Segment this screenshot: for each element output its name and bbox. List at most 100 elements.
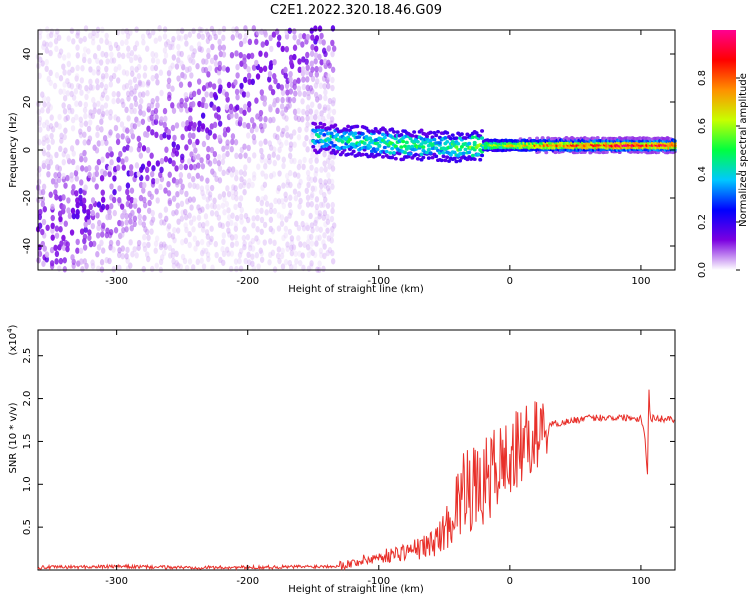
- spectrogram-cell: [436, 129, 441, 134]
- spectrogram-cell: [254, 59, 259, 67]
- spectrogram-cell: [65, 241, 70, 248]
- spectrogram-cell: [346, 124, 351, 129]
- spectrogram-cell: [103, 88, 108, 95]
- spectrogram-cell: [195, 172, 201, 179]
- spectrogram-cell: [283, 258, 289, 266]
- spectrogram-cell: [41, 121, 47, 129]
- spectrogram-cell: [79, 258, 84, 265]
- spectrogram-cell: [313, 113, 318, 121]
- spectrogram-cell: [309, 201, 314, 208]
- spectrogram-cell: [329, 237, 334, 244]
- spectrogram-cell: [187, 81, 192, 88]
- spectrogram-cell: [42, 149, 47, 157]
- spectrogram-cell: [288, 133, 294, 140]
- spectrogram-cell: [191, 58, 196, 65]
- spectrogram-cell: [200, 226, 206, 233]
- spectrogram-cell: [129, 170, 134, 177]
- spectrogram-cell: [288, 263, 294, 271]
- spectrogram-cell: [281, 162, 286, 170]
- spectrogram-cell: [312, 185, 318, 192]
- spectrogram-cell: [155, 102, 160, 109]
- spectrogram-cell: [81, 203, 87, 211]
- spectrogram-cell: [192, 163, 198, 171]
- spectrogram-cell: [408, 136, 413, 141]
- spectrogram-cell: [191, 27, 196, 35]
- spectrogram-cell: [311, 144, 316, 149]
- spectrogram-cell: [330, 84, 335, 92]
- spectrogram-cell: [268, 202, 274, 209]
- spectrogram-cell: [445, 131, 450, 135]
- spectrogram-cell: [319, 59, 324, 66]
- spectrogram-cell: [170, 124, 176, 132]
- spectrogram-cell: [310, 152, 315, 159]
- spectrogram-cell: [199, 157, 204, 164]
- spectrogram-cell: [314, 235, 320, 242]
- spectrogram-cell: [63, 127, 68, 134]
- colorbar-tick: 0.4: [697, 166, 740, 182]
- spectrogram-cell: [128, 164, 134, 171]
- spectrogram-cell: [153, 64, 159, 72]
- spectrogram-cell: [115, 239, 121, 247]
- spectrogram-cell: [163, 243, 168, 251]
- spectrogram-cell: [100, 231, 105, 238]
- spectrogram-cell: [229, 146, 234, 153]
- spectrogram-cell: [105, 152, 110, 159]
- spectrogram-cell: [242, 109, 247, 116]
- spectrogram-cell: [321, 39, 326, 46]
- spectrogram-cell: [288, 88, 294, 95]
- spectrogram-cell: [318, 66, 323, 73]
- spectrogram-cell: [196, 204, 201, 211]
- spectrogram-cell: [260, 41, 265, 48]
- spectrogram-cell: [149, 228, 154, 235]
- spectrogram-cell: [125, 90, 131, 97]
- spectrogram-cell: [293, 194, 299, 202]
- spectrogram-cell: [171, 141, 176, 148]
- spectrogram-cell: [46, 124, 51, 132]
- spectrogram-cell: [166, 190, 172, 197]
- spectrogram-cell: [191, 132, 196, 140]
- top-x-tick: -100: [367, 30, 390, 287]
- spectrogram-cell: [262, 29, 268, 36]
- spectrogram-cell: [145, 29, 151, 36]
- spectrogram-cell: [92, 102, 97, 109]
- spectrogram-cell: [323, 221, 328, 228]
- spectrogram-cell: [276, 198, 282, 205]
- spectrogram-cell: [204, 91, 209, 98]
- spectrogram-cell: [58, 257, 64, 265]
- spectrogram-cell: [145, 174, 150, 182]
- spectrogram-cell: [197, 45, 202, 53]
- spectrogram-cell: [171, 160, 176, 167]
- spectrogram-cell: [159, 89, 164, 97]
- spectrogram-cell: [125, 188, 130, 196]
- spectrogram-cell: [292, 188, 298, 195]
- spectrogram-cell: [176, 218, 181, 225]
- spectrogram-cell: [221, 232, 227, 239]
- spectrogram-cell: [292, 34, 297, 41]
- spectrogram-cell: [208, 238, 213, 246]
- spectrogram-cell: [188, 115, 193, 122]
- spectrogram-cell: [268, 216, 274, 223]
- spectrogram-cell: [37, 250, 43, 258]
- spectrogram-cell: [402, 144, 407, 148]
- spectrogram-cell: [53, 244, 58, 252]
- spectrogram-cell: [221, 153, 227, 160]
- spectrogram-cell: [415, 139, 420, 144]
- spectrogram-cell: [309, 176, 314, 184]
- spectrogram-cell: [125, 144, 130, 151]
- spectrogram-cell: [69, 145, 75, 152]
- spectrogram-cell: [306, 175, 311, 182]
- spectrogram-cell: [264, 39, 269, 47]
- spectrogram-cell: [201, 140, 207, 148]
- spectrogram-cell: [104, 32, 109, 40]
- spectrogram-cell: [99, 118, 104, 125]
- spectrogram-cell: [41, 139, 46, 146]
- spectrogram-cell: [259, 256, 265, 263]
- spectrogram-cell: [238, 116, 243, 123]
- spectrogram-cell: [322, 160, 327, 167]
- spectrogram-cell: [309, 260, 314, 267]
- spectrogram-cell: [178, 81, 184, 88]
- spectrogram-cell: [259, 207, 264, 215]
- spectrogram-cell: [238, 51, 243, 59]
- spectrogram-cell: [259, 199, 265, 207]
